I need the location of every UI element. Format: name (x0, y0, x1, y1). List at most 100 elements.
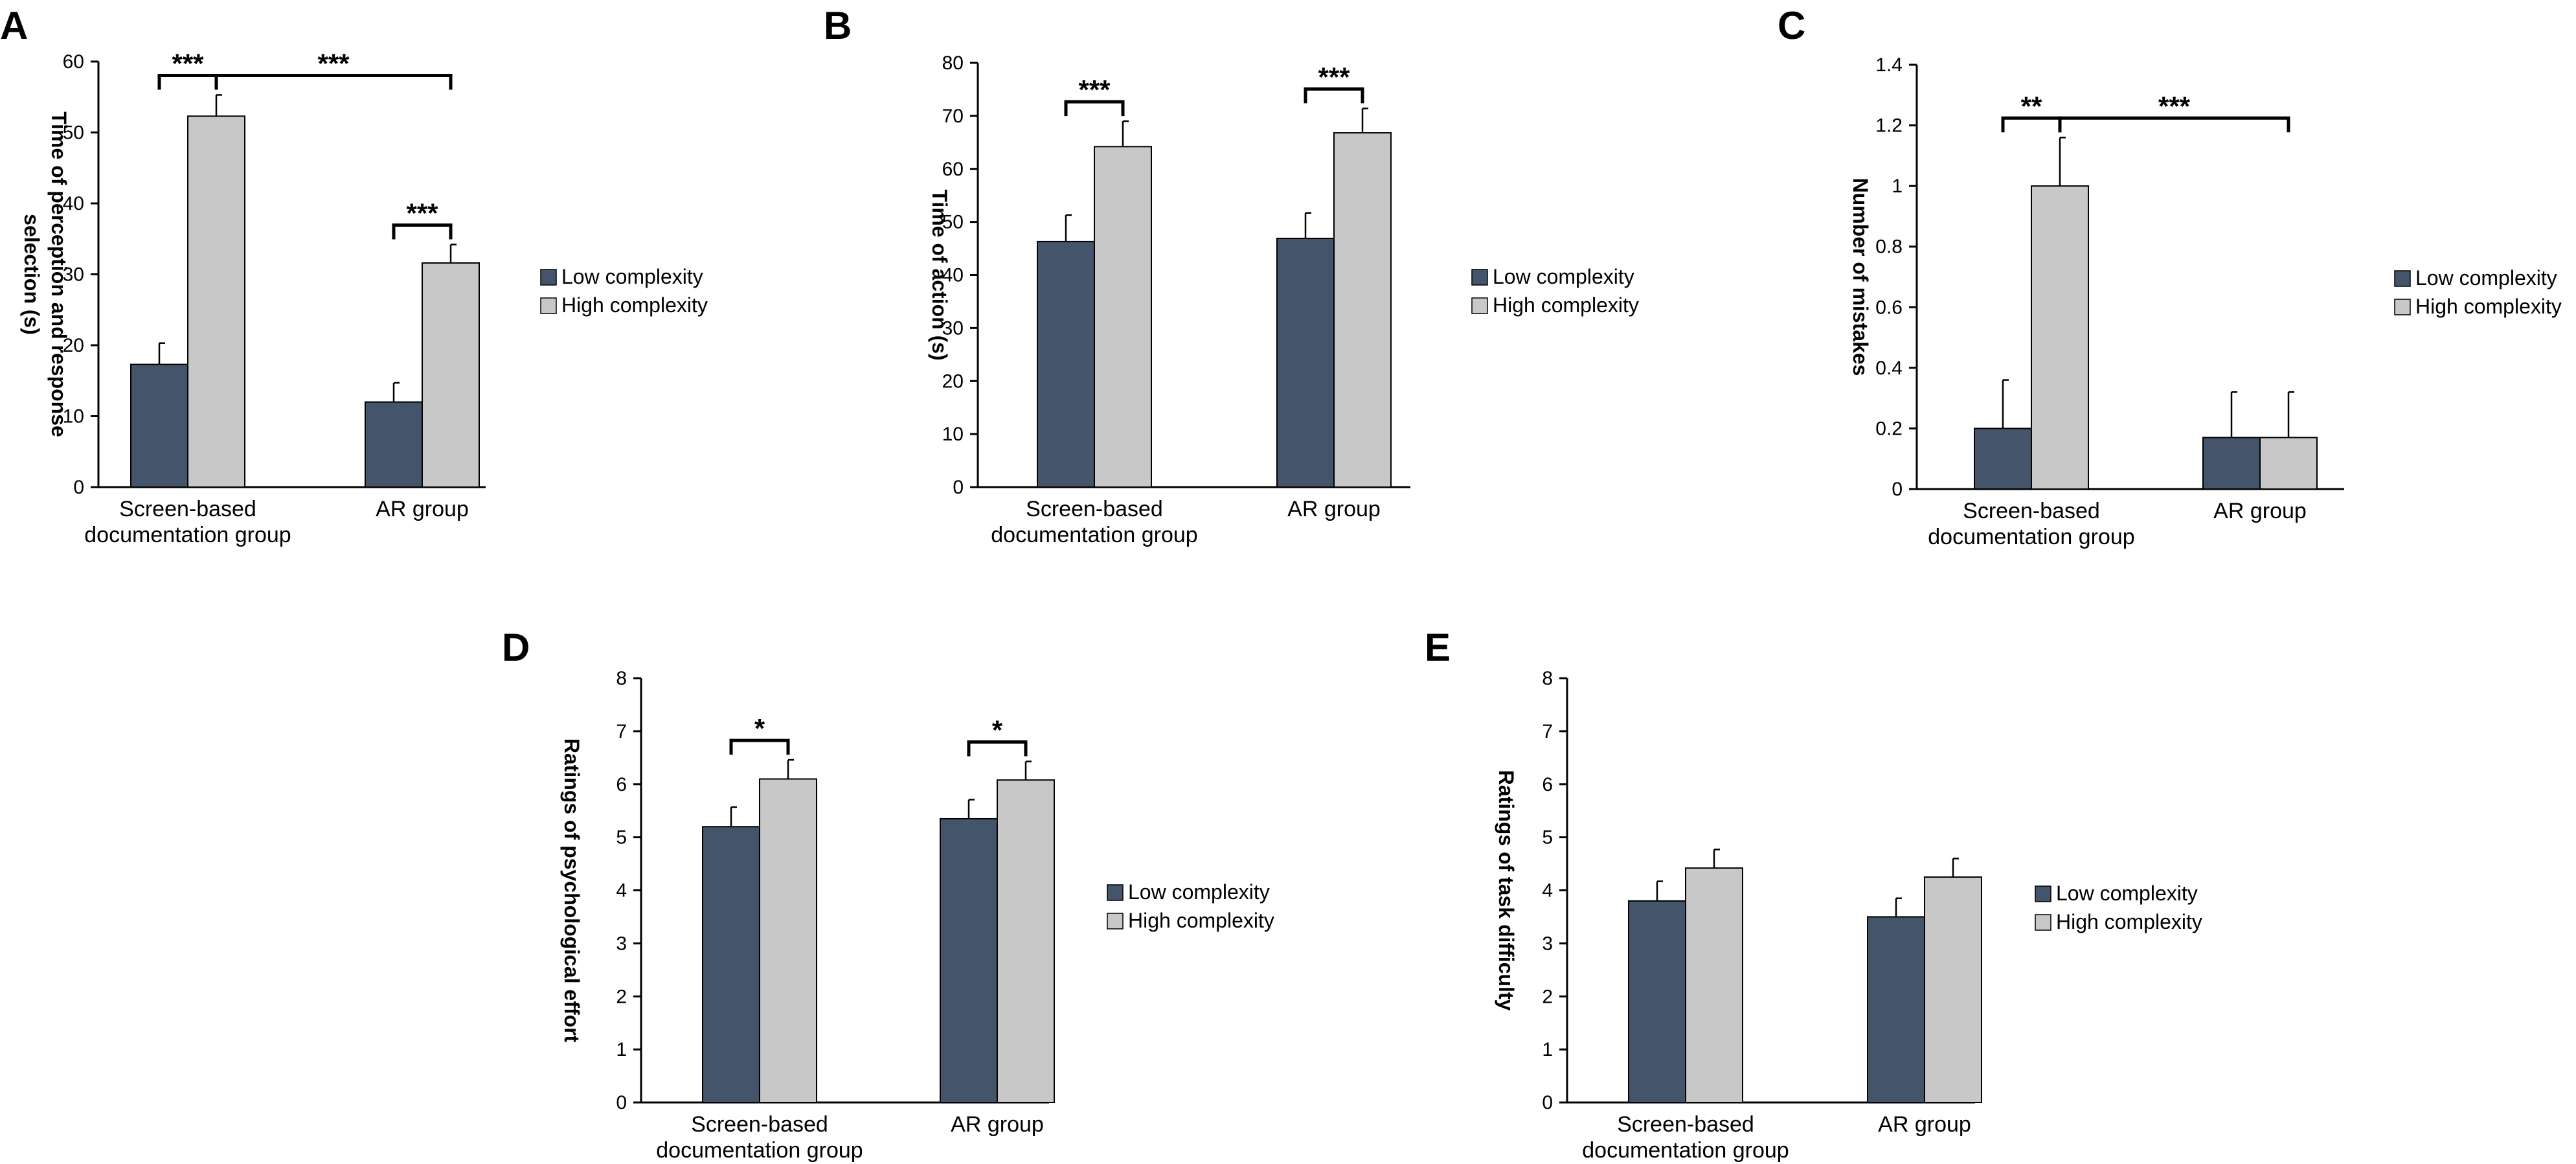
panel-c-legend-label-high: High complexity (2415, 295, 2562, 318)
panel-a-y-tick-label: 0 (73, 477, 84, 498)
panel-b: B 0 10 20 30 40 50 60 70 80 Time of action (s) Scre… (824, 4, 1639, 547)
panel-c: C 0 0.2 0.4 0.6 0.8 1 1.2 1.4 Number of mistakes S… (1778, 4, 2562, 549)
panel-e-category-label: Screen-based documentation group (1582, 1112, 1789, 1163)
panel-c-legend-swatch-low (2394, 270, 2411, 287)
panel-c-y-tick-label: 1.4 (1875, 54, 1903, 76)
panel-e-y-tick-label: 0 (1542, 1092, 1553, 1113)
panel-b-bar-high (1333, 132, 1392, 488)
panel-b-y-tick-label: 40 (942, 265, 964, 286)
panel-d-y-tick-label: 6 (616, 774, 627, 795)
panel-e-y-axis-label: Ratings of task difficulty (1495, 770, 1518, 1011)
panel-e-y-tick-label: 6 (1542, 774, 1553, 795)
panel-a-legend-swatch-high (540, 297, 557, 314)
panel-e-legend-swatch-high (2035, 914, 2051, 931)
panel-e-category-label-line: documentation group (1582, 1138, 1789, 1163)
panel-b-category-label-line: documentation group (991, 523, 1197, 547)
panel-a-bar-high (187, 115, 245, 488)
panel-a-significance-label: *** (317, 48, 350, 78)
panel-c-bar-high (2031, 185, 2089, 490)
panel-b-legend-swatch-high (1471, 297, 1488, 314)
panel-e-y-axis-label-line: Ratings of task difficulty (1495, 770, 1518, 1011)
panel-a-category-label-line: AR group (376, 497, 469, 521)
panel-d-category-label-line: documentation group (656, 1138, 863, 1163)
panel-d-significance-label: * (992, 715, 1003, 746)
panel-a-y-axis-label: Time of perception and responseselection… (20, 111, 71, 437)
panel-e: E 0 1 2 3 4 5 6 7 8 Ratings of task difficulty Scre… (1425, 626, 2202, 1163)
panel-d-significance-bracket (967, 740, 1028, 757)
panel-a-legend: Low complexity High complexity (540, 265, 708, 317)
panel-a-y-tick-label: 60 (63, 51, 84, 73)
panel-d-bar-low (702, 826, 760, 1103)
panel-e-y-tick-label: 5 (1542, 827, 1553, 849)
panel-a-y-tick-label: 10 (63, 406, 84, 428)
panel-a-y-tick-label: 30 (63, 264, 84, 286)
panel-c-category-label: Screen-based documentation group (1928, 499, 2134, 549)
panel-b-letter: B (824, 4, 852, 47)
panel-c-legend-swatch-high (2394, 299, 2411, 315)
panel-a-category-label-line: Screen-based (119, 497, 256, 521)
panel-b-significance-label: *** (1078, 74, 1111, 105)
panel-a-significance-bracket (392, 223, 453, 240)
panel-c-significance-label: ** (2021, 91, 2042, 121)
panel-d-bar-high (759, 778, 817, 1103)
panel-e-y-tick-label: 7 (1542, 721, 1553, 742)
panel-d-y-tick-label: 3 (616, 933, 627, 954)
panel-e-legend-label-high: High complexity (2056, 910, 2202, 933)
panel-c-y-tick-label: 0.6 (1875, 297, 1903, 318)
panel-d-category-label-line: AR group (951, 1112, 1044, 1137)
panel-c-category-label-line: Screen-based (1963, 499, 2100, 523)
panel-a-category-label: AR group (376, 497, 469, 521)
panel-d-legend: Low complexity High complexity (1107, 880, 1274, 932)
panel-e-category-label: AR group (1878, 1112, 1971, 1137)
panel-b-y-tick-label: 60 (942, 159, 964, 180)
panel-a-y-tick-label: 20 (63, 335, 84, 356)
panel-b-significance-label: *** (1318, 62, 1350, 92)
panel-c-category-label-line: AR group (2213, 499, 2307, 523)
panel-d: D 0 1 2 3 4 5 6 7 8 Ratings of psychological effor… (502, 626, 1274, 1163)
panel-c-letter: C (1778, 4, 1805, 47)
panel-c-legend-label-low: Low complexity (2415, 266, 2557, 290)
panel-b-significance-bracket (1304, 87, 1364, 104)
panel-b-legend-swatch-low (1471, 269, 1488, 286)
panel-b-legend-label-low: Low complexity (1493, 265, 1634, 288)
panel-d-legend-swatch-high (1107, 913, 1124, 930)
panel-e-bar-low (1628, 900, 1686, 1103)
panel-b-category-label-line: AR group (1287, 497, 1381, 521)
panel-e-legend-swatch-low (2035, 885, 2051, 902)
panel-c-category-label: AR group (2213, 499, 2307, 523)
panel-a: A 0 10 20 30 40 50 60 Time of perception and res… (0, 4, 708, 547)
panel-b-y-tick-label: 0 (953, 477, 964, 498)
panel-a-significance-label: *** (172, 48, 204, 78)
panel-c-y-tick-label: 1 (1892, 176, 1903, 197)
panel-c-legend: Low complexity High complexity (2394, 266, 2562, 318)
panel-a-legend-swatch-low (540, 269, 557, 286)
panel-c-y-tick-label: 0 (1892, 479, 1903, 500)
panel-e-legend: Low complexity High complexity (2035, 882, 2202, 933)
panel-c-bar-low (1974, 428, 2032, 490)
panel-d-y-axis-label: Ratings of psychological effort (560, 738, 583, 1043)
panel-a-letter: A (0, 4, 28, 47)
panel-d-letter: D (502, 626, 530, 669)
panel-b-y-tick-label: 70 (942, 106, 964, 127)
panel-e-y-tick-label: 3 (1542, 933, 1553, 954)
panel-d-bar-low (940, 817, 998, 1103)
panel-b-y-tick-label: 20 (942, 371, 964, 392)
panel-d-y-tick-label: 7 (616, 721, 627, 742)
panel-d-y-tick-label: 4 (616, 880, 627, 902)
panel-c-y-tick-label: 0.8 (1875, 236, 1903, 258)
panel-b-bar-low (1276, 238, 1335, 488)
panel-c-y-axis-label-line: Number of mistakes (1849, 178, 1872, 376)
panel-d-significance-label: * (754, 713, 765, 744)
panel-e-bar-high (1924, 876, 1982, 1103)
panel-e-legend-label-low: Low complexity (2056, 882, 2198, 905)
panel-b-bar-high (1094, 146, 1152, 488)
panel-d-category-label-line: Screen-based (691, 1112, 828, 1137)
panel-d-category-label: AR group (951, 1112, 1044, 1137)
panel-b-significance-bracket (1064, 100, 1125, 117)
panel-b-y-axis-label: Time of action (s) (928, 189, 951, 360)
panel-e-category-label-line: Screen-based (1617, 1112, 1754, 1137)
panel-e-y-tick-label: 8 (1542, 668, 1553, 689)
panel-d-bar-high (997, 779, 1055, 1103)
panel-b-bar-low (1037, 240, 1095, 488)
panel-a-y-axis-label-line: Time of perception and response (47, 111, 71, 437)
